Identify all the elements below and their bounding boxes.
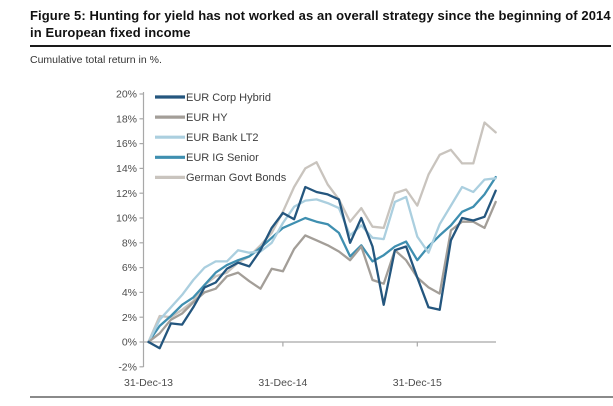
legend-label-eur-bank-lt2: EUR Bank LT2 bbox=[186, 132, 259, 144]
series-line-eur-ig-senior bbox=[147, 175, 497, 344]
legend-label-german-govt-bonds: German Govt Bonds bbox=[186, 172, 287, 184]
series-line-eur-corp-hybrid bbox=[147, 185, 497, 350]
legend-item-eur-bank-lt2: EUR Bank LT2 bbox=[155, 132, 259, 144]
figure-title-block: Figure 5: Hunting for yield has not work… bbox=[30, 8, 611, 48]
legend-item-eur-corp-hybrid: EUR Corp Hybrid bbox=[155, 92, 271, 104]
x-tick-label-31-dec-13: 31-Dec-13 bbox=[124, 377, 173, 389]
y-tick-label-12: 12% bbox=[116, 188, 137, 200]
y-tick-label-0: 0% bbox=[122, 337, 137, 349]
y-tick-label-16: 16% bbox=[116, 138, 137, 150]
y-tick-label-8: 8% bbox=[122, 237, 137, 249]
legend-item-german-govt-bonds: German Govt Bonds bbox=[155, 172, 287, 184]
chart-axes: 20% 18% 16% 14% 12% 10% 8% 6% 4% 2% 0% -2% 31-Dec-13… bbox=[116, 89, 496, 389]
y-tick-label-4: 4% bbox=[122, 287, 137, 299]
y-tick-label-18: 18% bbox=[116, 113, 137, 125]
legend-label-eur-hy: EUR HY bbox=[186, 112, 228, 124]
x-tick-label-31-dec-15: 31-Dec-15 bbox=[393, 377, 442, 389]
legend-label-eur-corp-hybrid: EUR Corp Hybrid bbox=[186, 92, 271, 104]
x-tick-label-31-dec-14: 31-Dec-14 bbox=[258, 377, 307, 389]
series-line-eur-hy bbox=[147, 200, 497, 344]
chart-series-lines bbox=[147, 121, 497, 350]
legend-item-eur-ig-senior: EUR IG Senior bbox=[155, 152, 259, 164]
figure-subtitle: Cumulative total return in %. bbox=[30, 54, 162, 66]
figure-title: Figure 5: Hunting for yield has not work… bbox=[30, 8, 611, 40]
y-tick-label-14: 14% bbox=[116, 163, 137, 175]
y-tick-label-10: 10% bbox=[116, 213, 137, 225]
chart-legend: EUR Corp Hybrid EUR HY EUR Bank LT2 EUR IG … bbox=[155, 92, 287, 184]
legend-item-eur-hy: EUR HY bbox=[155, 112, 228, 124]
legend-label-eur-ig-senior: EUR IG Senior bbox=[186, 152, 259, 164]
series-line-eur-bank-lt2 bbox=[147, 177, 497, 344]
y-tick-label-6: 6% bbox=[122, 262, 137, 274]
y-tick-label-2: -2% bbox=[118, 361, 137, 373]
y-tick-label-2: 2% bbox=[122, 312, 137, 324]
y-tick-label-20: 20% bbox=[116, 89, 137, 101]
footer-rule bbox=[30, 396, 613, 398]
